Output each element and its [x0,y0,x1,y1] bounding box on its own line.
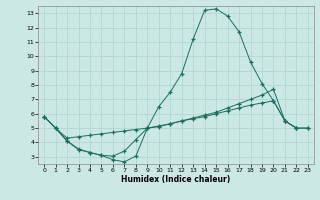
X-axis label: Humidex (Indice chaleur): Humidex (Indice chaleur) [121,175,231,184]
